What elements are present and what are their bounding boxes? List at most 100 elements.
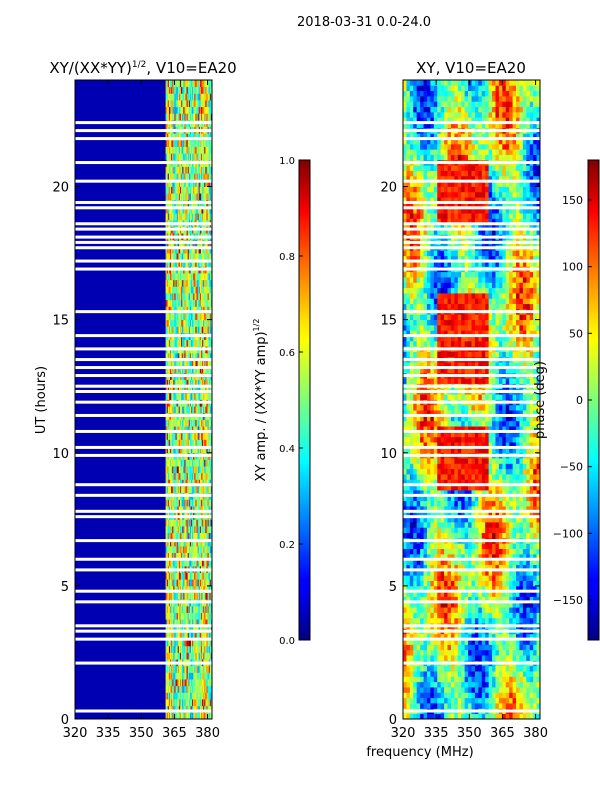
left-heatmap-cell [198,299,201,307]
right-heatmap-cell [426,692,431,699]
left-heatmap-cell [168,166,171,174]
right-heatmap-cell [403,687,407,693]
left-heatmap-cell [173,439,175,447]
left-heatmap-cell [183,525,185,534]
right-heatmap-cell [485,607,490,613]
left-heatmap-cell [168,552,171,560]
left-heatmap-cell [189,279,192,287]
left-heatmap-cell [176,486,179,494]
right-heatmap-cell [461,639,466,645]
left-heatmap-cell [178,466,181,474]
left-heatmap-cell [205,106,207,114]
right-heatmap-cell [478,697,483,704]
right-heatmap-cell [526,665,531,672]
left-heatmap-cell [195,306,197,314]
right-heatmap-cell [430,601,435,608]
left-heatmap-cell [188,432,191,440]
left-heatmap-cell [194,80,196,88]
left-heatmap-cell [174,293,176,301]
left-heatmap-cell [205,306,207,314]
left-heatmap-cell [208,625,211,633]
right-heatmap-cell [403,607,407,613]
right-heatmap-cell [403,617,407,624]
left-heatmap-cell [199,99,202,108]
left-heatmap-cell [209,80,212,88]
right-heatmap-cell [526,649,531,656]
left-heatmap-cell [205,572,207,580]
right-heatmap-cell [433,681,438,688]
left-heatmap-cell [183,93,185,101]
left-heatmap-cell [207,525,210,534]
right-heatmap-cell [437,697,442,704]
left-heatmap-cell [168,312,171,321]
left-heatmap-cell [166,672,169,680]
left-heatmap-cell [181,339,183,347]
left-heatmap-cell [171,559,173,567]
left-heatmap-cell [174,466,176,474]
left-heatmap-cell [172,179,174,187]
right-heatmap-cell [461,692,466,699]
left-heatmap-cell [207,259,210,267]
right-heatmap-cell [471,617,476,624]
right-heatmap-cell [403,703,407,709]
left-heatmap-cell [183,532,185,540]
left-heatmap-cell [210,392,212,400]
left-heatmap-cell [198,625,201,633]
left-heatmap-cell [175,153,178,161]
right-heatmap-cell [457,655,462,661]
right-heatmap-cell [481,692,486,699]
left-heatmap-cell [173,206,175,214]
left-heatmap-cell [182,106,184,114]
left-heatmap-cell [189,459,192,467]
right-heatmap-cell [498,649,503,656]
left-heatmap-cell [192,645,194,653]
left-heatmap-cell [197,259,200,267]
left-heatmap-cell [168,459,171,467]
right-heatmap-cell [437,617,442,624]
left-heatmap-cell [167,133,170,141]
right-heatmap-cell [430,681,435,688]
left-heatmap-cell [205,206,207,214]
left-heatmap-cell [193,106,195,114]
left-heatmap-cell [203,99,205,108]
left-heatmap-cell [173,392,175,400]
left-heatmap-cell [167,446,170,454]
left-heatmap-cell [186,645,189,653]
left-heatmap-cell [188,259,191,267]
left-heatmap-cell [168,273,171,281]
left-heatmap-cell [181,319,183,327]
left-heatmap-cell [196,133,199,141]
left-heatmap-cell [178,246,181,254]
left-heatmap-cell [165,259,168,267]
left-heatmap-cell [185,579,187,587]
left-heatmap-cell [173,306,175,314]
left-heatmap-cell [193,339,195,347]
left-heatmap-cell [184,699,186,707]
right-heatmap-cell [536,713,540,719]
left-heatmap-cell [177,552,180,560]
left-heatmap-cell [170,552,172,560]
left-heatmap-cell [179,293,182,301]
left-heatmap-cell [176,592,179,600]
left-heatmap-cell [168,539,171,547]
left-heatmap-cell [174,166,176,174]
left-heatmap-cell [172,392,174,400]
left-heatmap-cell [191,532,193,540]
right-heatmap-cell [464,601,469,608]
left-heatmap-cell [182,259,184,267]
left-heatmap-cell [210,213,212,221]
left-heatmap-cell [178,632,181,640]
right-heatmap-cell [529,687,534,693]
right-heatmap-cell [536,649,540,656]
right-heatmap-cell [420,607,424,613]
left-heatmap-cell [199,93,202,101]
left-heatmap-cell [173,679,175,687]
left-heatmap-cell [202,432,204,440]
left-heatmap-cell [202,386,204,394]
left-heatmap-cell [206,392,208,400]
left-heatmap-cell [172,559,174,567]
left-heatmap-cell [183,273,185,281]
left-heatmap-cell [194,705,196,713]
left-heatmap-cell [167,326,170,334]
left-heatmap-cell [185,406,187,414]
